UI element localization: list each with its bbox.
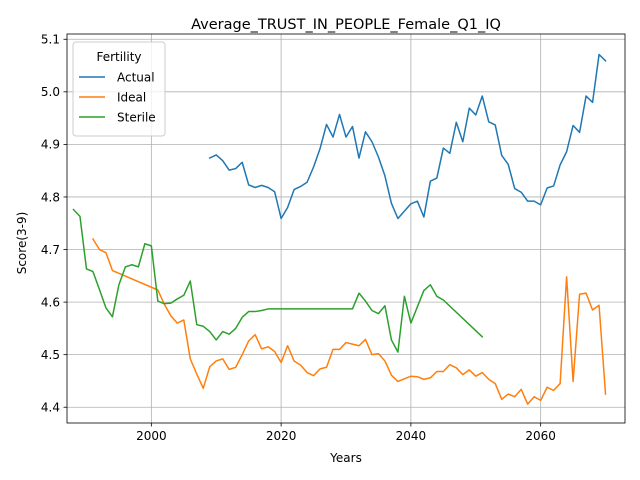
legend-label-sterile: Sterile xyxy=(117,110,156,124)
x-axis: 2000 2020 2040 2060 xyxy=(136,423,556,443)
y-axis: 4.4 4.5 4.6 4.7 4.8 4.9 5.0 5.1 xyxy=(41,33,67,415)
y-tick-label: 4.4 xyxy=(41,401,60,415)
x-tick-label: 2020 xyxy=(266,429,297,443)
legend-items: Actual Ideal Sterile xyxy=(79,70,156,124)
series-line-ideal xyxy=(91,237,607,405)
grid-lines xyxy=(67,34,625,423)
plot-frame xyxy=(66,33,626,424)
y-tick-label: 4.5 xyxy=(41,348,60,362)
y-tick-label: 4.7 xyxy=(41,243,60,257)
y-axis-label: Score(3-9) xyxy=(15,212,29,275)
legend: Fertility Actual Ideal Sterile xyxy=(72,41,166,137)
y-tick-label: 4.6 xyxy=(41,295,60,309)
x-tick-label: 2040 xyxy=(396,429,427,443)
legend-title: Fertility xyxy=(96,50,141,64)
x-axis-label: Years xyxy=(329,451,362,465)
series-line-sterile xyxy=(72,208,484,353)
legend-label-ideal: Ideal xyxy=(117,90,146,104)
y-tick-label: 5.0 xyxy=(41,85,60,99)
y-tick-label: 5.1 xyxy=(41,33,60,47)
x-tick-label: 2060 xyxy=(525,429,556,443)
legend-box xyxy=(72,41,166,137)
series-layer xyxy=(72,53,607,405)
y-tick-label: 4.8 xyxy=(41,190,60,204)
legend-label-actual: Actual xyxy=(117,70,155,84)
chart-title: Average_TRUST_IN_PEOPLE_Female_Q1_IQ xyxy=(191,17,501,33)
y-tick-label: 4.9 xyxy=(41,138,60,152)
series-line-actual xyxy=(208,53,607,220)
x-tick-label: 2000 xyxy=(136,429,167,443)
